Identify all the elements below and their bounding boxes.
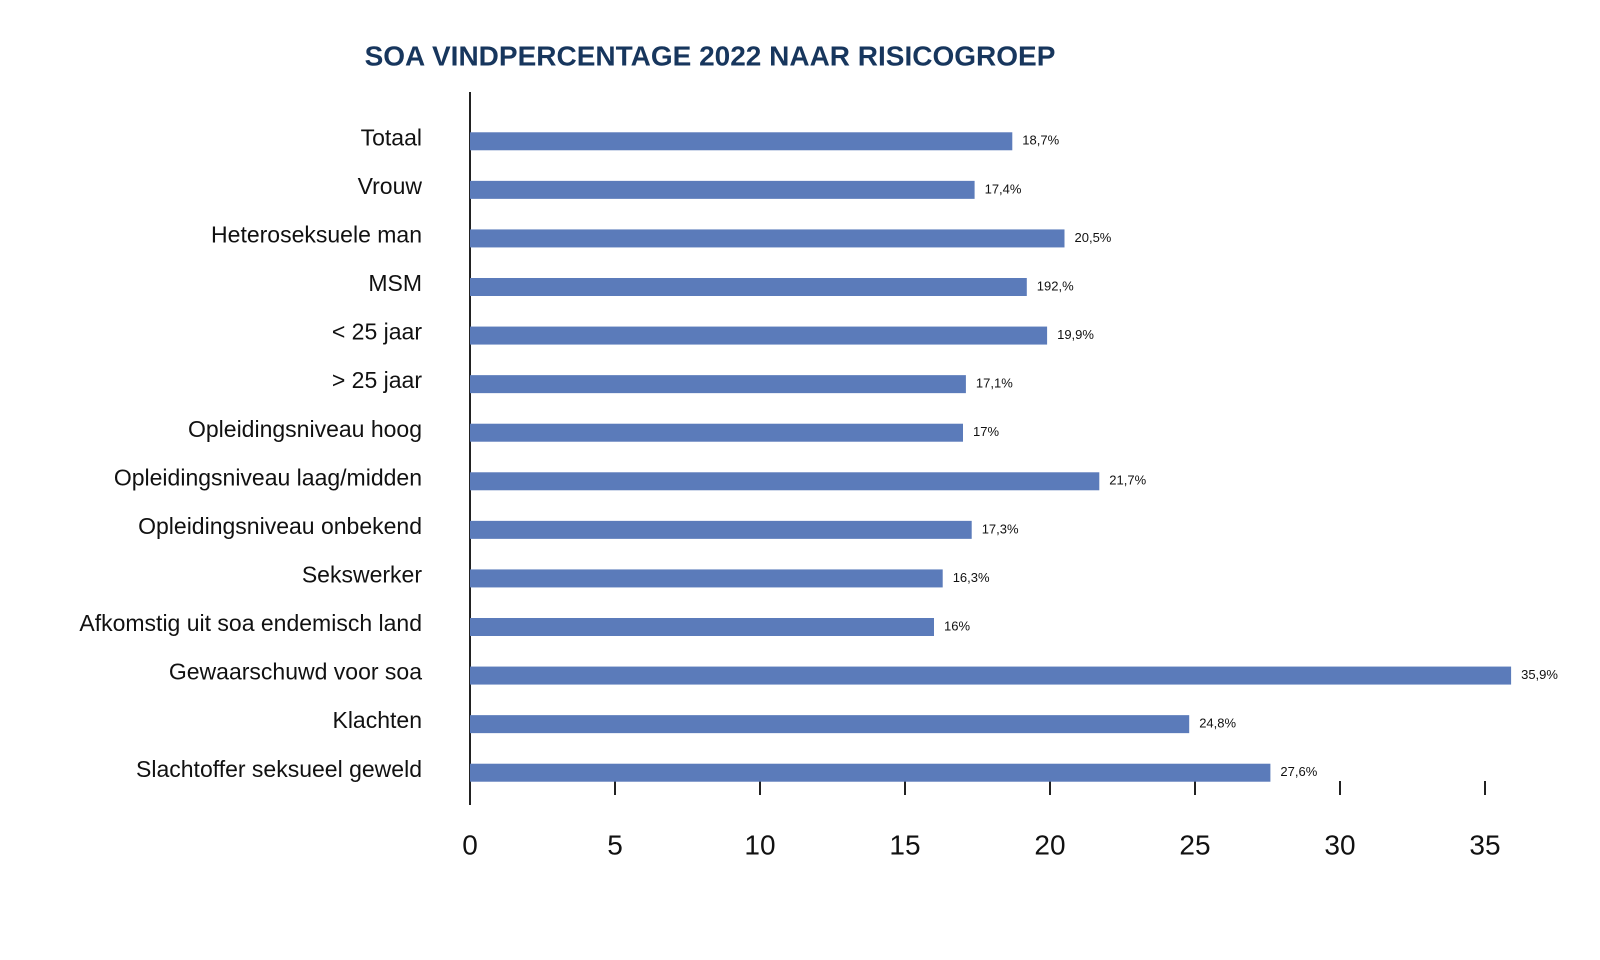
x-tick-label: 15 <box>889 829 920 860</box>
y-tick-label: Totaal <box>361 124 422 150</box>
y-tick-label: MSM <box>368 270 422 296</box>
value-label: 16% <box>944 618 970 633</box>
y-tick-label: Gewaarschuwd voor soa <box>169 659 422 685</box>
y-tick-label: Opleidingsniveau laag/midden <box>114 464 422 490</box>
x-tick-label: 30 <box>1324 829 1355 860</box>
y-tick-label: Sekswerker <box>302 562 422 588</box>
chart-title: SOA VINDPERCENTAGE 2022 NAAR RISICOGROEP <box>365 40 1056 71</box>
value-label: 18,7% <box>1022 133 1059 148</box>
y-tick-label: Afkomstig uit soa endemisch land <box>79 610 422 636</box>
bar <box>470 569 943 588</box>
x-tick-label: 35 <box>1469 829 1500 860</box>
value-label: 17,3% <box>982 521 1019 536</box>
y-tick-label: Vrouw <box>358 173 423 199</box>
value-label: 24,8% <box>1199 716 1236 731</box>
value-label: 21,7% <box>1109 473 1146 488</box>
x-tick-label: 0 <box>462 829 478 860</box>
y-tick-label: Opleidingsniveau onbekend <box>138 513 422 539</box>
x-tick-label: 25 <box>1179 829 1210 860</box>
bar <box>470 472 1100 491</box>
bar <box>470 180 975 199</box>
x-tick-label: 10 <box>744 829 775 860</box>
value-label: 17,1% <box>976 376 1013 391</box>
value-label: 16,3% <box>953 570 990 585</box>
x-tick-label: 20 <box>1034 829 1065 860</box>
bar <box>470 326 1048 345</box>
bar <box>470 666 1512 685</box>
x-tick-label: 5 <box>607 829 623 860</box>
value-label: 35,9% <box>1521 667 1558 682</box>
y-tick-label: Heteroseksuele man <box>211 222 422 248</box>
bar <box>470 278 1027 296</box>
bar <box>470 423 963 442</box>
y-tick-label: Klachten <box>332 707 422 733</box>
bar <box>470 715 1190 734</box>
value-label: 17% <box>973 424 999 439</box>
y-tick-label: Slachtoffer seksueel geweld <box>136 756 422 782</box>
value-label: 192,% <box>1037 278 1074 293</box>
value-label: 27,6% <box>1280 764 1317 779</box>
bar <box>470 520 972 539</box>
bar <box>470 763 1271 782</box>
bar <box>470 375 966 394</box>
y-tick-label: Opleidingsniveau hoog <box>188 416 422 442</box>
y-tick-label: > 25 jaar <box>332 367 422 393</box>
bar <box>470 229 1065 248</box>
value-label: 17,4% <box>985 181 1022 196</box>
value-label: 20,5% <box>1075 230 1112 245</box>
bar <box>470 132 1013 151</box>
y-tick-label: < 25 jaar <box>332 319 422 345</box>
bar <box>470 618 934 636</box>
value-label: 19,9% <box>1057 327 1094 342</box>
